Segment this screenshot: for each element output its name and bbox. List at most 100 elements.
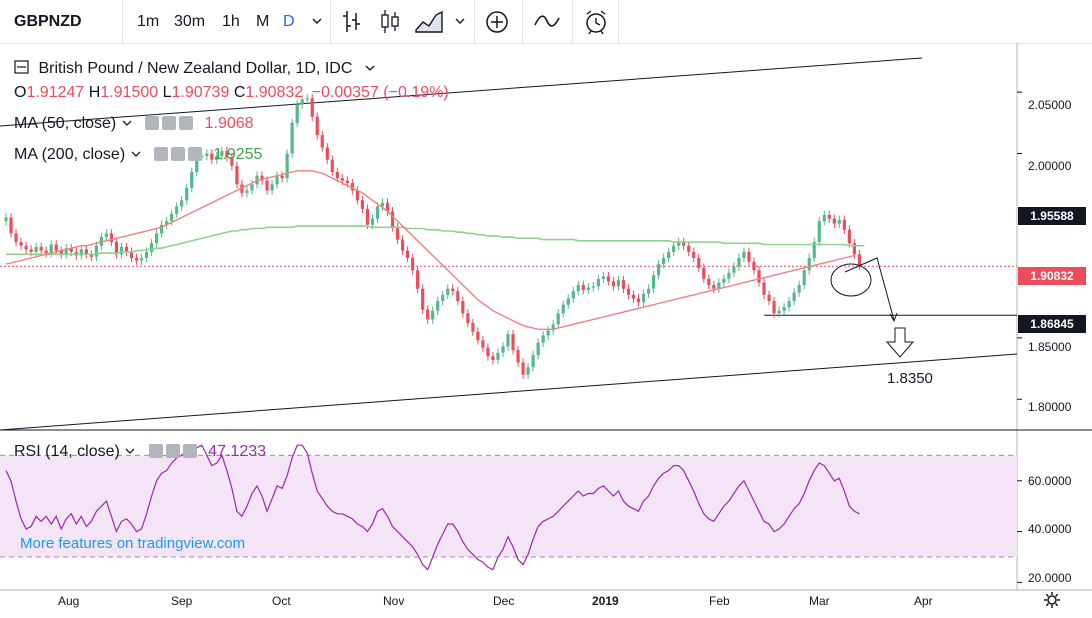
price-axis-label: 2.05000 <box>1028 98 1072 112</box>
symbol-search[interactable]: GBPNZD <box>14 13 82 30</box>
chevron-down-icon[interactable] <box>363 63 377 73</box>
candle-body <box>481 340 485 348</box>
candle-body <box>667 251 671 258</box>
close-icon[interactable] <box>188 147 203 161</box>
candle-body <box>345 180 349 184</box>
interval-day[interactable]: D <box>283 13 295 30</box>
candle-body <box>757 270 761 283</box>
area-style-icon[interactable] <box>414 0 444 43</box>
candle-body <box>631 294 636 299</box>
candle-body <box>295 104 299 123</box>
candle-body <box>9 217 13 234</box>
candle-body <box>526 367 530 375</box>
tradingview-watermark[interactable]: More features on tradingview.com <box>20 535 246 552</box>
toolbar-divider <box>122 0 123 43</box>
candle-body <box>340 178 344 181</box>
time-axis-label: Mar <box>809 594 830 608</box>
candle-body <box>230 157 234 166</box>
settings-gear-icon[interactable] <box>1042 590 1062 610</box>
candle-body <box>847 229 851 244</box>
candle-body <box>446 288 450 295</box>
candle-body <box>49 244 53 254</box>
eye-icon[interactable] <box>148 444 163 458</box>
candle-body <box>114 242 119 255</box>
candle-body <box>621 280 626 289</box>
interval-1m[interactable]: 1m <box>137 13 160 30</box>
candle-body <box>360 200 365 209</box>
candle-body <box>225 151 229 158</box>
candle-body <box>29 249 33 252</box>
candle-body <box>335 172 339 179</box>
candle-body <box>370 218 375 225</box>
rsi-legend[interactable]: RSI (14, close) 47.1233 <box>14 443 266 461</box>
candle-body <box>185 187 189 201</box>
ma50-legend[interactable]: MA (50, close) 1.9068 <box>14 115 254 133</box>
add-compare-icon[interactable] <box>484 0 510 43</box>
chevron-down-icon[interactable] <box>130 149 142 159</box>
candle-body <box>707 278 711 286</box>
price-tag-support: 1.86845 <box>1018 315 1086 333</box>
candle-body <box>541 335 545 343</box>
interval-30m[interactable]: 30m <box>174 13 206 30</box>
rsi-axis-label: 60.0000 <box>1028 474 1072 488</box>
ohlc-values: O1.91247 H1.91500 L1.90739 C1.90832 −0.0… <box>14 84 449 102</box>
time-axis-label: Nov <box>383 594 405 608</box>
candle-body <box>280 175 284 179</box>
chevron-down-icon[interactable] <box>452 0 468 43</box>
price-axis-label: 2.00000 <box>1028 159 1072 173</box>
close-icon[interactable] <box>182 444 197 458</box>
candle-body <box>737 258 741 267</box>
ma200-label: MA (200, close) <box>14 146 126 163</box>
time-axis-label: Dec <box>493 594 515 608</box>
bar-style-icon[interactable] <box>340 0 364 43</box>
close-icon[interactable] <box>179 116 194 130</box>
candle-body <box>551 324 555 331</box>
rsi-band <box>0 455 1017 557</box>
gear-icon[interactable] <box>162 116 177 130</box>
ma200-legend[interactable]: MA (200, close) 1.9255 <box>14 146 262 164</box>
candle-body <box>195 156 199 172</box>
candle-body <box>39 246 43 251</box>
candle-body <box>651 275 656 289</box>
candle-body <box>235 165 239 185</box>
candle-body <box>385 202 390 212</box>
candle-body <box>461 301 465 314</box>
candle-body <box>812 242 816 258</box>
candle-body <box>606 276 610 282</box>
candle-style-icon[interactable] <box>378 0 402 43</box>
toolbar-divider <box>330 0 331 43</box>
candle-body <box>305 98 309 100</box>
chevron-down-icon[interactable] <box>121 118 133 128</box>
candle-body <box>662 258 666 265</box>
indicators-icon[interactable] <box>532 0 562 43</box>
candle-body <box>119 246 124 255</box>
interval-1h[interactable]: 1h <box>222 13 240 30</box>
highlight-circle <box>830 263 872 297</box>
chevron-down-icon[interactable] <box>124 446 136 456</box>
candle-body <box>596 278 600 287</box>
candle-body <box>546 330 550 336</box>
gear-icon[interactable] <box>165 444 180 458</box>
ma50-value: 1.9068 <box>204 115 254 132</box>
chevron-down-icon[interactable] <box>309 0 325 43</box>
toolbar-divider <box>618 0 619 43</box>
top-toolbar: GBPNZD 1m 30m 1h M D <box>0 0 1092 44</box>
toolbar-divider <box>522 0 523 43</box>
projection-path <box>844 257 895 321</box>
candle-body <box>827 215 831 219</box>
eye-icon[interactable] <box>154 147 169 161</box>
candle-body <box>556 313 560 325</box>
gear-icon[interactable] <box>171 147 186 161</box>
high-value: 1.91500 <box>100 84 159 101</box>
candle-body <box>476 331 480 341</box>
hide-legend-icon[interactable] <box>14 60 30 74</box>
candle-body <box>275 175 279 185</box>
candle-body <box>536 342 540 356</box>
candle-body <box>411 258 415 271</box>
interval-month[interactable]: M <box>256 13 270 30</box>
alert-clock-icon[interactable] <box>582 0 610 43</box>
candle-body <box>611 281 616 287</box>
eye-icon[interactable] <box>145 116 160 130</box>
candle-body <box>712 285 716 289</box>
